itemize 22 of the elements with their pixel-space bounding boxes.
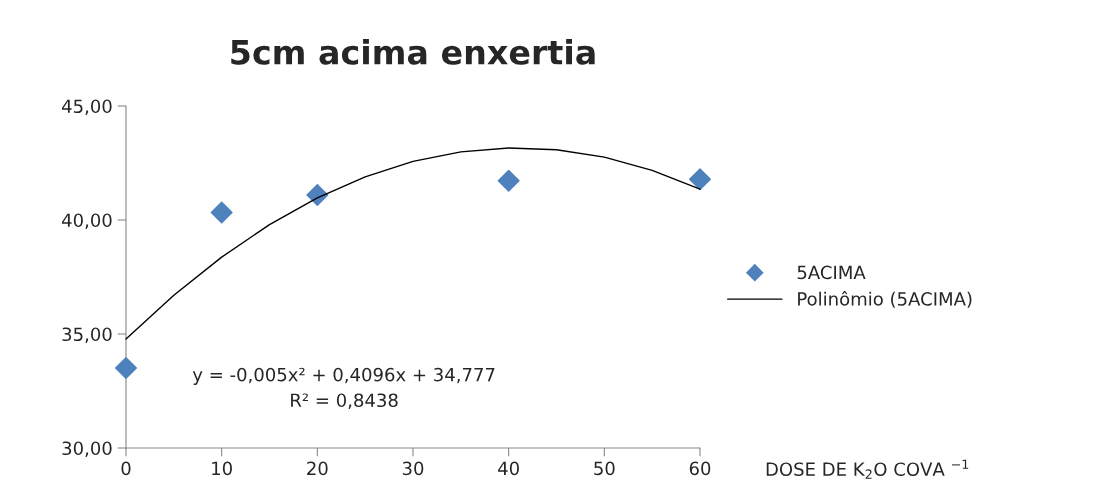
x-tick-label: 60 bbox=[689, 461, 711, 476]
y-tick-label: 35,00 bbox=[62, 327, 112, 343]
point bbox=[115, 356, 137, 379]
x-tick-label: 30 bbox=[402, 461, 424, 476]
y-tick-label: 40,00 bbox=[62, 213, 112, 229]
y-tick-label: 30,00 bbox=[62, 441, 112, 457]
legend-label: 5ACIMA bbox=[797, 265, 866, 280]
x-tick-label: 20 bbox=[307, 461, 328, 476]
annotation: R² = 0,8438 bbox=[291, 393, 398, 409]
x-tick-label: 10 bbox=[212, 461, 232, 476]
chart-title: 5cm acima enxertia bbox=[231, 39, 595, 65]
point bbox=[210, 201, 233, 224]
x-tick-label: 40 bbox=[498, 461, 519, 476]
x-axis-title: DOSE DE K$_{2}$O COVA $^{−1}$ bbox=[766, 459, 969, 479]
point bbox=[689, 168, 711, 191]
annotation: y = -0,005x² + 0,4096x + 34,777 bbox=[192, 367, 495, 385]
x-tick-label: 50 bbox=[594, 461, 615, 476]
y-tick-label: 45,00 bbox=[62, 99, 112, 115]
x-tick-label: 0 bbox=[121, 461, 131, 476]
point bbox=[497, 169, 520, 192]
legend-label: Polinômio (5ACIMA) bbox=[798, 291, 972, 308]
point bbox=[306, 183, 329, 206]
